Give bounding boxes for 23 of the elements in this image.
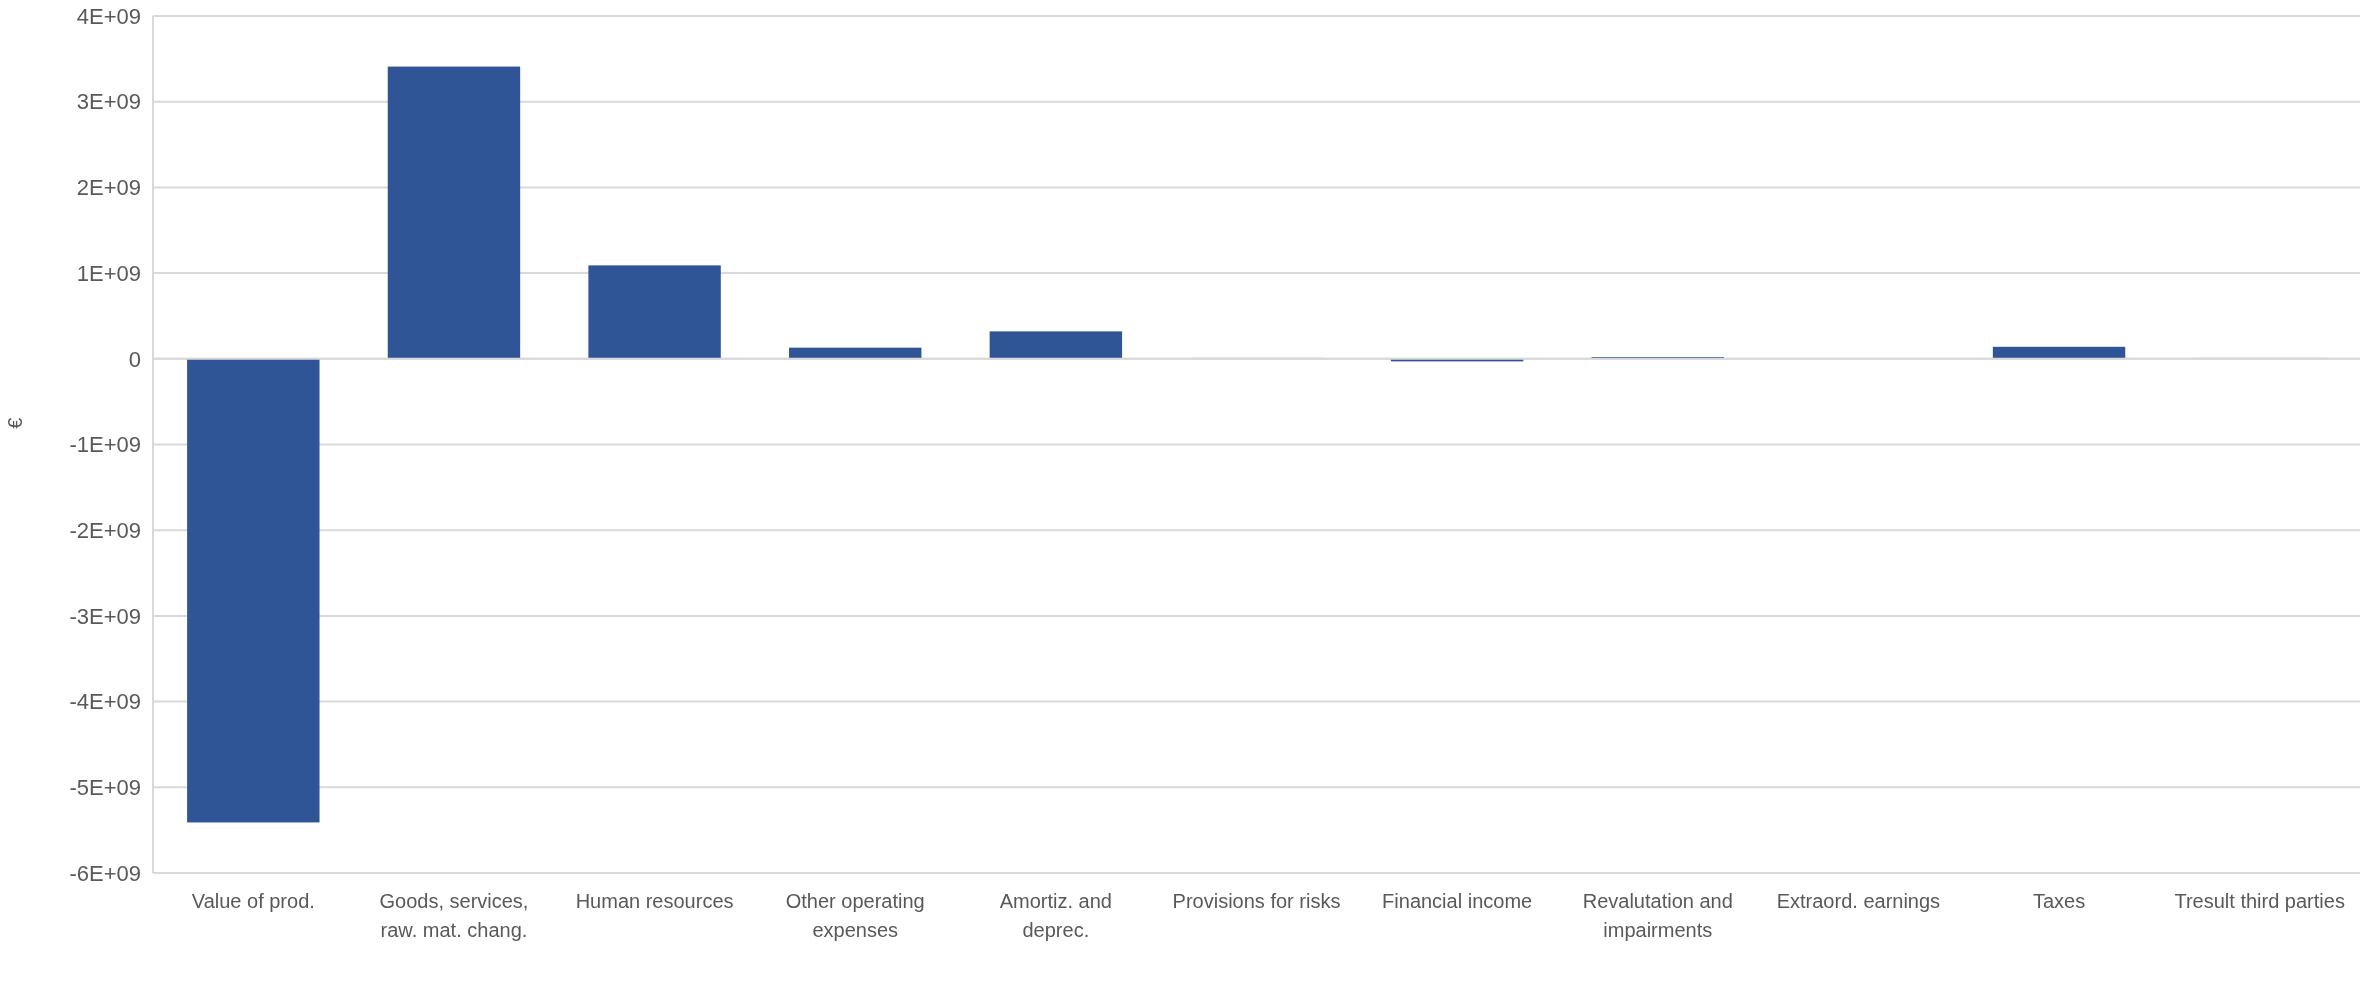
x-tick-label: Extraord. earnings [1776, 890, 1941, 912]
y-tick-label: 0 [128, 346, 141, 372]
y-tick-label: -1E+09 [69, 432, 141, 458]
x-tick-label: Goods, services, raw. mat. chang. [379, 890, 529, 941]
x-tick-label: Other operating expenses [785, 890, 925, 941]
x-tick-label: Human resources [575, 890, 734, 912]
y-axis-title: € [4, 417, 26, 429]
y-tick-label: 2E+09 [76, 175, 141, 201]
x-tick-label: Tresult third parties [2174, 890, 2345, 912]
x-tick-label: Financial income [1382, 890, 1533, 912]
y-tick-label: -4E+09 [69, 689, 141, 715]
x-tick-label: Taxes [2032, 890, 2086, 912]
y-tick-label: -5E+09 [69, 775, 141, 800]
y-tick-label: -2E+09 [69, 517, 141, 543]
y-tick-label: 4E+09 [76, 3, 141, 29]
x-tick-label: Amortiz. and deprec. [999, 890, 1112, 941]
y-tick-label: 3E+09 [76, 89, 141, 115]
x-tick-label: Provisions for risks [1172, 890, 1341, 912]
y-tick-label: -3E+09 [69, 603, 141, 629]
y-tick-label: 1E+09 [76, 260, 141, 286]
x-tick-label: Value of prod. [191, 890, 315, 912]
x-tick-label: Revalutation and impairments [1582, 890, 1733, 941]
y-tick-label: -6E+09 [69, 860, 141, 886]
